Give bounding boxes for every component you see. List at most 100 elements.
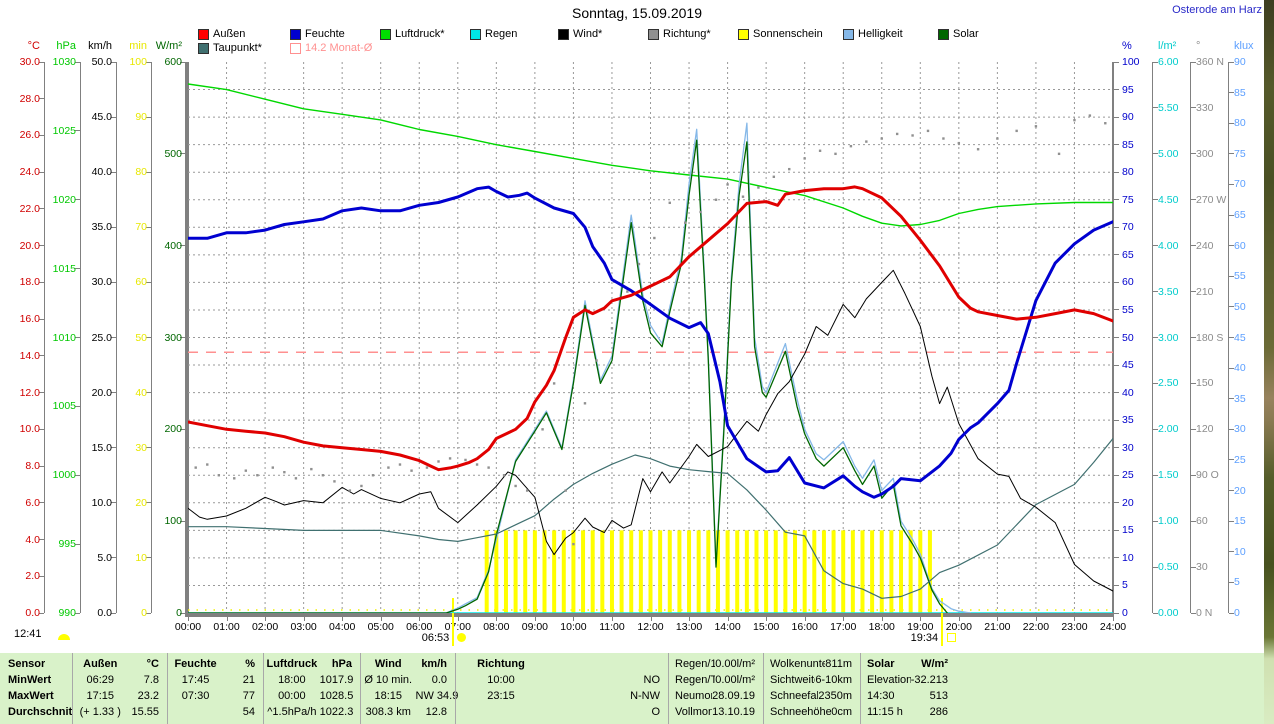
legend-item-richtung[interactable]: Richtung* xyxy=(648,28,711,40)
day-length-sun-icon xyxy=(58,634,70,640)
axis-unit-hPa: hPa xyxy=(56,40,76,52)
legend-item-luftdruck[interactable]: Luftdruck* xyxy=(380,28,445,40)
axis-tick-label: 0.00 xyxy=(1158,607,1179,619)
legend-item-feuchte[interactable]: Feuchte xyxy=(290,28,345,40)
legend-color-swatch xyxy=(558,28,569,40)
axis-tick-label: 270 W xyxy=(1196,193,1227,206)
axis-tick xyxy=(111,557,116,559)
table-column-0: Sensor MinWert MaxWert Durchschnitt xyxy=(0,653,72,724)
direction-dot xyxy=(310,467,313,471)
axis-tick-label: 0 N xyxy=(1196,607,1213,619)
table-column-2: Feuchte% 17:45 21 07:30 77 54 xyxy=(167,653,263,724)
x-axis-label: 04:00 xyxy=(329,621,356,633)
x-axis-tick xyxy=(766,617,768,621)
axis-tick-label: 0.50 xyxy=(1158,561,1179,574)
axis-tick-label: 30.0 xyxy=(91,276,112,289)
legend-item-solar[interactable]: Solar xyxy=(938,28,979,40)
table-cell-left: Schneefallgr xyxy=(770,690,819,702)
x-axis-tick xyxy=(920,617,922,621)
x-axis-tick xyxy=(342,617,344,621)
axis-tick xyxy=(1114,337,1119,338)
direction-dot xyxy=(976,148,980,151)
axis-tick-label: 990 xyxy=(58,607,76,619)
axis-tick-label: 80 xyxy=(1122,166,1134,179)
axis-tick xyxy=(1229,337,1234,338)
axis-tick xyxy=(146,281,151,283)
axis-tick-label: 70 xyxy=(1122,221,1134,234)
x-axis-tick xyxy=(843,617,845,621)
direction-dot xyxy=(425,466,429,469)
axis-tick-label: 0 xyxy=(141,607,147,619)
legend-item-regen[interactable]: Regen xyxy=(470,28,517,40)
axis-tick xyxy=(1114,474,1119,476)
x-axis-tick xyxy=(419,617,421,621)
x-axis-tick xyxy=(226,617,228,621)
legend-item-142monat[interactable]: 14.2 Monat-Ø xyxy=(290,42,372,54)
axis-tick-label: 10 xyxy=(1122,551,1134,564)
table-cell-left: ^1.5hPa/h xyxy=(267,706,317,718)
axis-tick-label: 10 xyxy=(135,551,147,564)
axis-tick xyxy=(75,543,80,545)
axis-tick xyxy=(1229,275,1234,277)
sunshine-bar xyxy=(754,530,759,613)
sunshine-bar xyxy=(899,530,904,613)
axis-tick-label: 330 xyxy=(1196,101,1214,114)
direction-dot xyxy=(849,144,853,148)
axis-tick xyxy=(1114,116,1119,118)
sunrise-marker-line xyxy=(452,598,455,646)
table-row: (+ 1.33 ) 15.55 xyxy=(73,704,167,720)
x-axis-tick xyxy=(573,617,575,621)
table-cell-right xyxy=(546,656,668,672)
axis-tick xyxy=(1114,199,1119,201)
table-column-1: Außen °C 06:29 7.8 17:15 23.2 (+ 1.33 ) 15.55 xyxy=(72,653,167,724)
legend-item-auen[interactable]: Außen xyxy=(198,28,245,40)
axis-tick-label: 3.50 xyxy=(1158,285,1179,298)
legend-item-wind[interactable]: Wind* xyxy=(558,28,602,40)
sunshine-bar xyxy=(879,530,884,613)
axis-tick-label: 20.0 xyxy=(91,386,112,399)
axis-tick xyxy=(111,612,116,614)
direction-dot xyxy=(398,463,402,466)
legend-color-swatch xyxy=(198,42,209,54)
x-axis-tick xyxy=(689,617,691,621)
axis-tick xyxy=(1114,529,1119,531)
x-axis-label: 08:00 xyxy=(483,621,510,633)
axis-tick xyxy=(39,208,44,210)
axis-tick-label: 85 xyxy=(1122,138,1134,151)
axis-tick-label: 100 xyxy=(164,515,182,528)
axis-tick-label: 40 xyxy=(1234,362,1246,375)
axis-tick xyxy=(1114,144,1119,146)
table-cell-right: N-NW xyxy=(630,690,660,702)
sunshine-bar xyxy=(571,530,576,613)
series-feuchte xyxy=(188,185,1113,499)
axis-tick xyxy=(146,502,151,504)
axis-tick-label: 50 xyxy=(1122,331,1134,344)
legend-item-taupunkt[interactable]: Taupunkt* xyxy=(198,42,262,54)
x-axis-label: 07:00 xyxy=(444,621,471,633)
sunshine-bar xyxy=(715,530,720,613)
axis-tick xyxy=(39,318,44,320)
axis-tick-label: 1025 xyxy=(52,124,76,137)
axis-tick xyxy=(1153,474,1158,476)
axis-tick xyxy=(1191,61,1196,63)
table-row: Luftdruck hPa xyxy=(264,656,360,672)
direction-dot xyxy=(564,489,567,492)
x-axis-tick xyxy=(457,617,459,621)
axis-tick-label: 500 xyxy=(164,147,182,160)
legend-item-helligkeit[interactable]: Helligkeit xyxy=(843,28,903,40)
table-row: 18:15 NW 34.9 xyxy=(361,688,458,704)
table-cell-right: 1028.5 xyxy=(319,690,354,702)
legend-color-swatch xyxy=(470,28,481,40)
direction-dot xyxy=(865,140,868,143)
axis-tick xyxy=(39,575,44,577)
x-axis-tick xyxy=(727,617,729,621)
sunshine-bar xyxy=(870,530,875,613)
table-cell-left: 17:15 xyxy=(86,690,115,702)
x-axis-label: 03:00 xyxy=(290,621,317,633)
legend-item-sonnenschein[interactable]: Sonnenschein xyxy=(738,28,823,40)
axis-tick xyxy=(1229,459,1234,461)
direction-dot xyxy=(834,152,837,156)
table-row-label: MaxWert xyxy=(8,690,54,702)
axis-tick xyxy=(180,61,185,63)
table-cell-left: Elevation xyxy=(867,674,911,686)
